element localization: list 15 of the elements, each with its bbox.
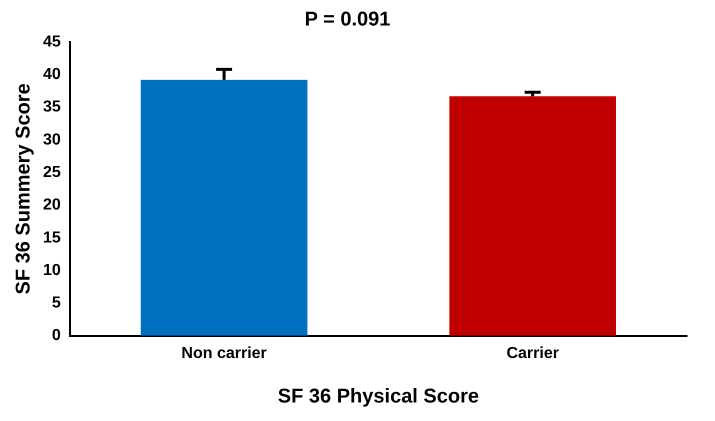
y-tick-label: 35 [43, 98, 61, 116]
y-tick-label: 40 [43, 66, 61, 84]
y-tick-label: 5 [52, 294, 61, 312]
y-tick-label: 25 [43, 164, 61, 181]
y-tick-label: 20 [43, 196, 61, 214]
y-tick-label: 30 [43, 131, 61, 148]
x-tick-label: Carrier [506, 344, 559, 362]
y-tick-label: 0 [52, 327, 61, 344]
chart-title: P = 0.091 [304, 8, 390, 31]
y-tick-label: 45 [43, 33, 61, 50]
y-axis-title: SF 36 Summery Score [12, 83, 35, 295]
y-tick-label: 15 [43, 229, 61, 246]
x-axis-title: SF 36 Physical Score [278, 386, 480, 408]
x-tick-label: Non carrier [181, 344, 267, 362]
y-tick-label: 10 [43, 262, 61, 279]
